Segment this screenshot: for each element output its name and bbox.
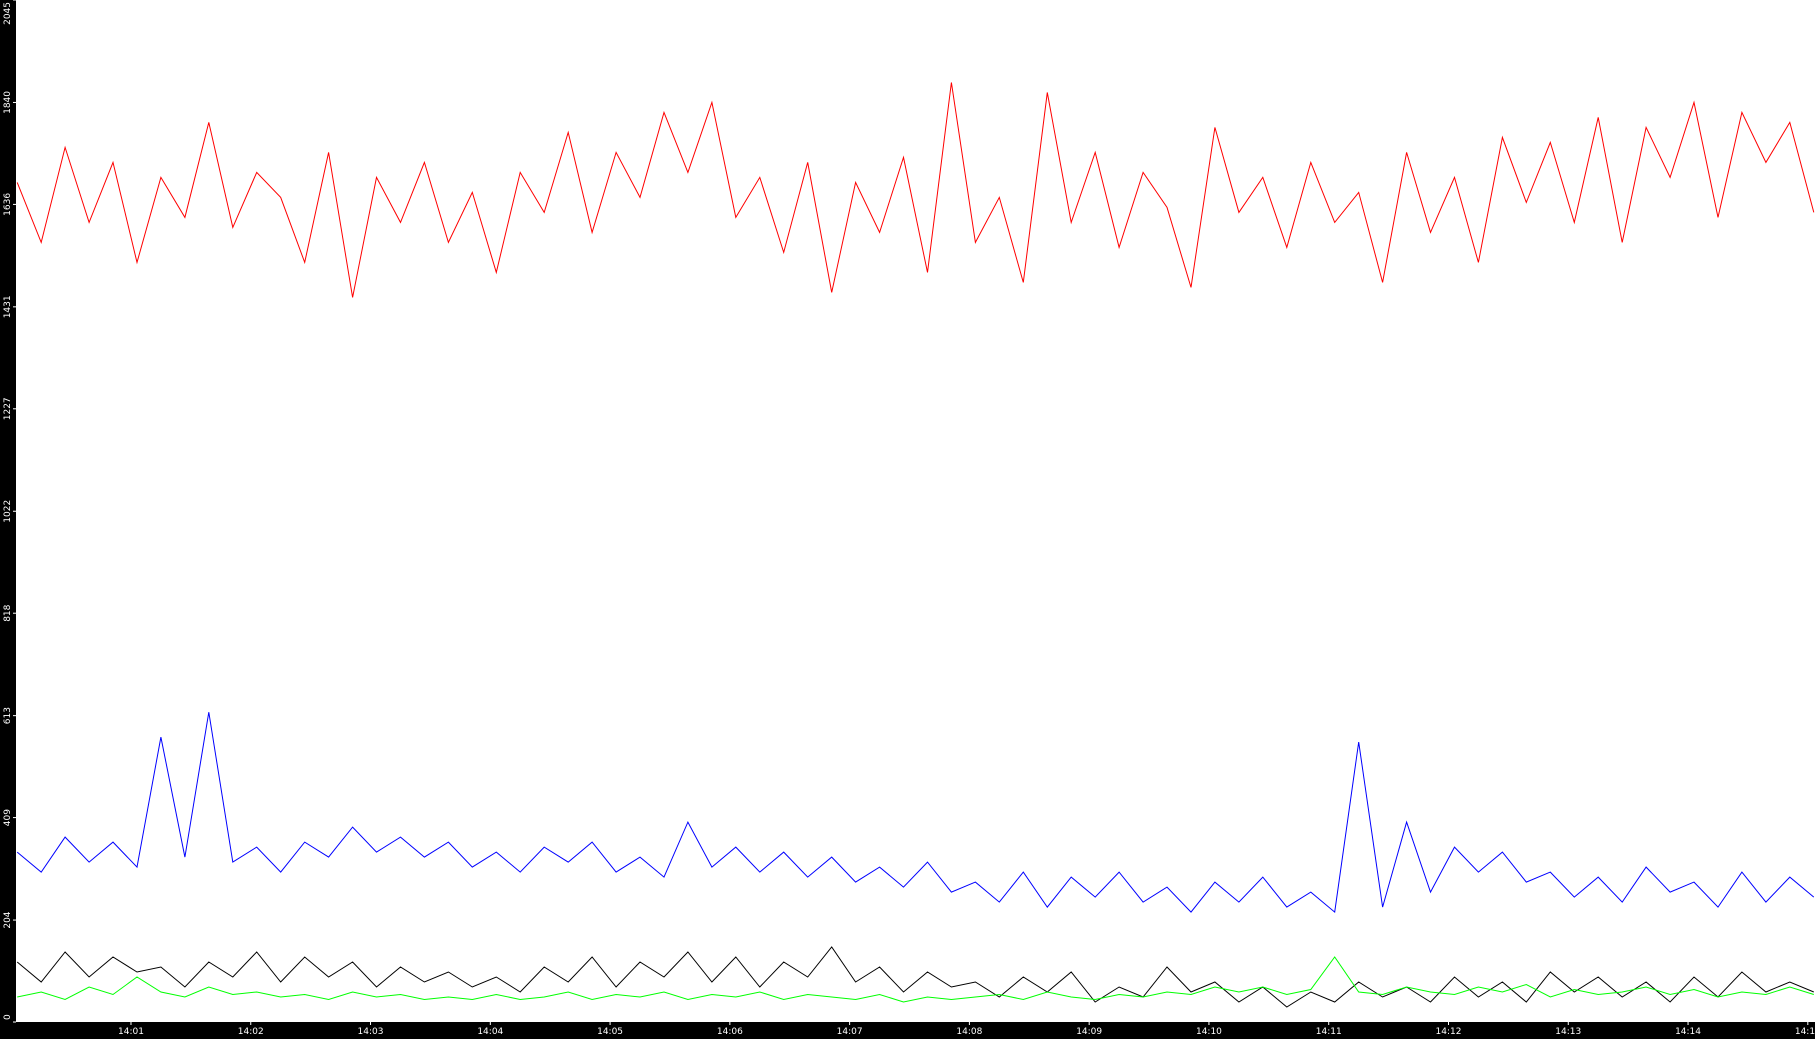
x-tick-label: 14:04	[477, 1027, 503, 1037]
series-line	[16, 946, 1814, 1008]
y-tick-label: 1022	[3, 500, 13, 523]
y-tick-label: 2045	[3, 2, 13, 25]
y-tick-label: 1636	[3, 193, 13, 216]
y-tick-label: 818	[3, 604, 13, 621]
x-tick-label: 14:01	[118, 1027, 144, 1037]
y-tick-label: 613	[3, 707, 13, 724]
x-tick-label: 14:09	[1076, 1027, 1102, 1037]
y-tick-label: 204	[3, 911, 13, 928]
x-tick-label: 14:10	[1196, 1027, 1222, 1037]
y-tick-label: 1840	[3, 91, 13, 114]
y-axis-strip	[0, 0, 16, 1039]
x-tick-label: 14:08	[956, 1027, 982, 1037]
x-axis-strip	[0, 1022, 1815, 1039]
series-line	[16, 82, 1815, 298]
x-tick-label: 14:13	[1555, 1027, 1581, 1037]
y-tick-label: 1227	[3, 397, 13, 420]
x-tick-label: 14:03	[358, 1027, 384, 1037]
y-tick-label: 409	[3, 809, 13, 826]
y-tick-label: 1431	[3, 295, 13, 318]
x-tick-label: 14:06	[717, 1027, 743, 1037]
x-tick-label: 14:14	[1675, 1027, 1701, 1037]
x-tick-label: 14:11	[1316, 1027, 1342, 1037]
x-tick-label: 14:02	[238, 1027, 264, 1037]
x-tick-label: 14:05	[597, 1027, 623, 1037]
series-line	[17, 956, 1814, 1003]
x-tick-label: 14:15	[1795, 1027, 1815, 1037]
y-tick-label: 0	[3, 1014, 13, 1020]
x-tick-label: 14:07	[837, 1027, 863, 1037]
x-tick-label: 14:12	[1436, 1027, 1462, 1037]
series-line	[16, 712, 1815, 914]
